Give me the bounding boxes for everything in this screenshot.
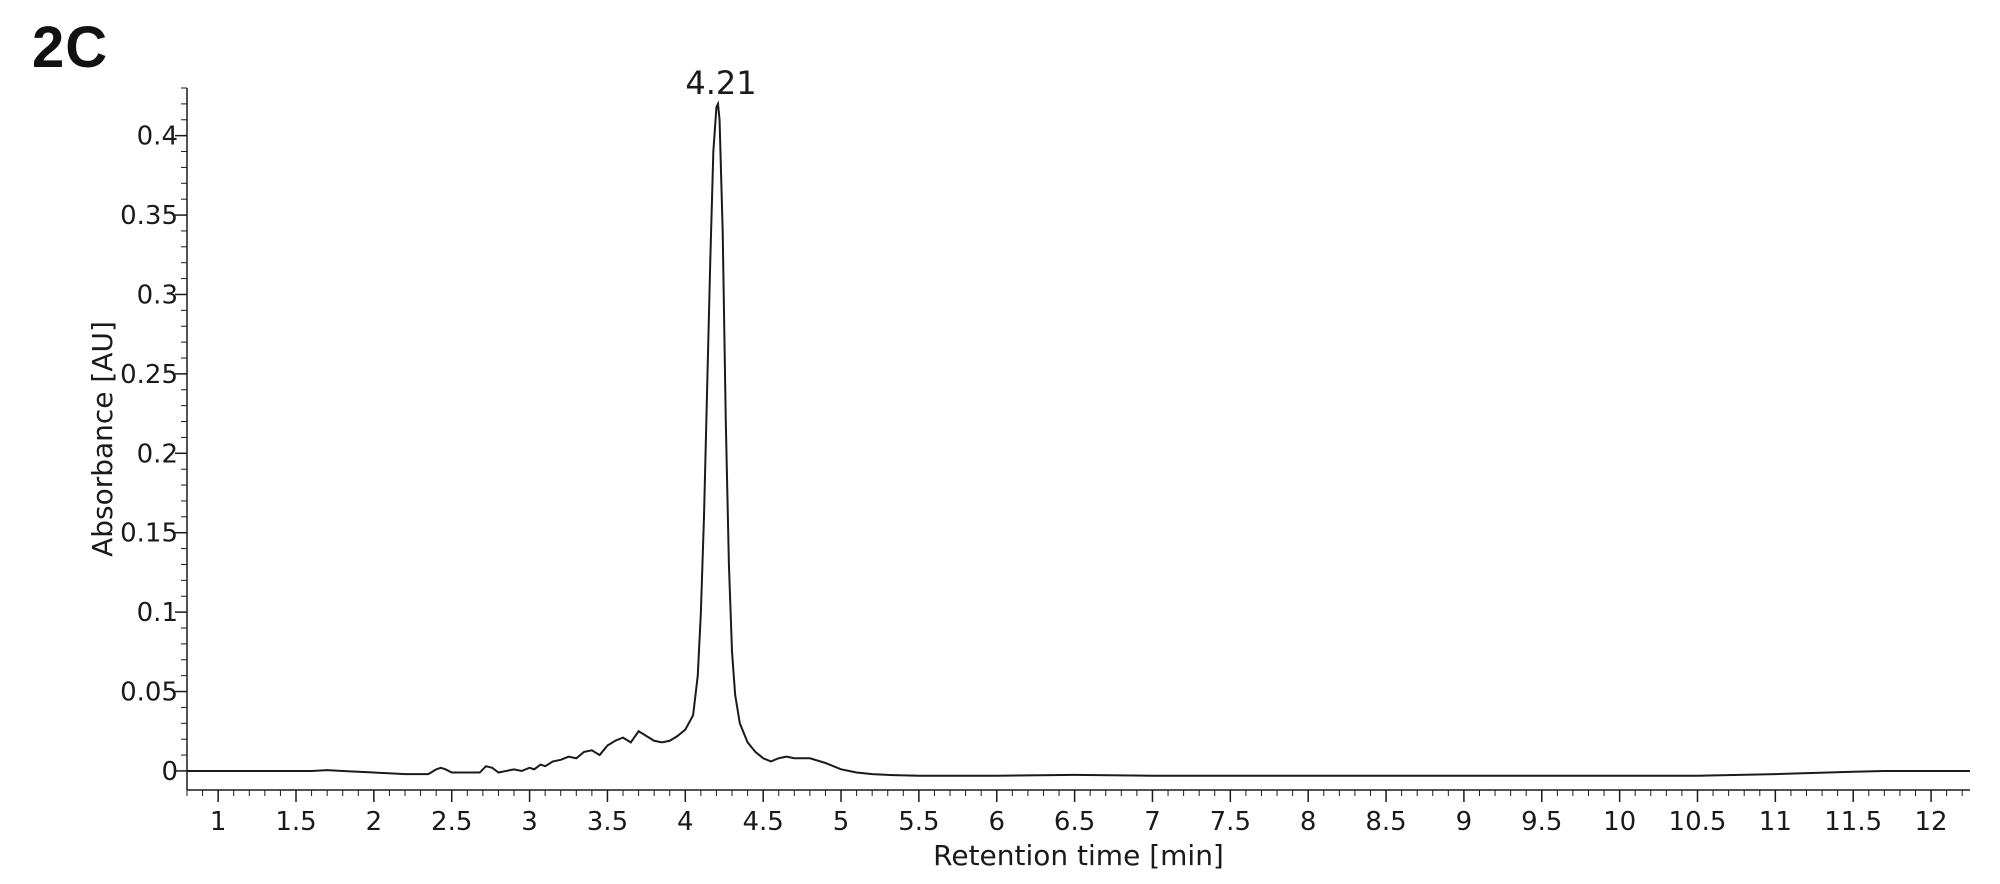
x-tick-label: 2.5	[431, 807, 472, 837]
panel-label: 2C	[32, 15, 109, 80]
x-tick-label: 5	[833, 807, 850, 837]
x-tick-label: 6	[988, 807, 1005, 837]
x-tick-label: 1	[210, 807, 227, 837]
x-tick-label: 8	[1300, 807, 1317, 837]
x-tick-label: 11	[1759, 807, 1792, 837]
y-tick-label: 0	[161, 757, 178, 787]
y-tick-label: 0.1	[137, 598, 178, 628]
x-tick-label: 7	[1144, 807, 1161, 837]
y-tick-label: 0.4	[137, 122, 178, 152]
y-axis-title: Absorbance [AU]	[86, 321, 119, 557]
peak-label: 4.21	[685, 64, 756, 102]
y-tick-label: 0.35	[120, 201, 178, 231]
minor-ticks	[181, 87, 1963, 796]
chromatogram-trace	[187, 100, 1970, 777]
x-tick-label: 6.5	[1054, 807, 1095, 837]
x-tick-label: 9	[1456, 807, 1473, 837]
x-tick-label: 4	[677, 807, 694, 837]
x-tick-label: 7.5	[1210, 807, 1251, 837]
x-tick-label: 3	[521, 807, 538, 837]
x-tick-label: 5.5	[898, 807, 939, 837]
y-tick-label: 0.05	[120, 678, 178, 708]
x-tick-label: 8.5	[1365, 807, 1406, 837]
x-tick-label: 4.5	[742, 807, 783, 837]
x-tick-label: 1.5	[275, 807, 316, 837]
annotations: 4.21	[685, 64, 756, 102]
x-axis-title: Retention time [min]	[933, 839, 1224, 872]
x-tick-label: 2	[366, 807, 383, 837]
x-tick-label: 10	[1603, 807, 1636, 837]
x-tick-label: 9.5	[1521, 807, 1562, 837]
x-tick-label: 11.5	[1824, 807, 1882, 837]
x-ticks: 1 1.5 2 2.5 3 3.5 4 4.5 5 5.5 6 6.5 7 7.5 8 8.5 9 9.5 10 10…	[210, 790, 1948, 837]
y-tick-label: 0.3	[137, 280, 178, 310]
axes	[186, 88, 1970, 791]
x-tick-label: 12	[1915, 807, 1948, 837]
y-tick-label: 0.25	[120, 360, 178, 390]
x-tick-label: 3.5	[587, 807, 628, 837]
y-tick-label: 0.15	[120, 519, 178, 549]
y-ticks: 0 0.05 0.1 0.15 0.2 0.25 0.3 0.35 0.4	[120, 122, 187, 787]
y-tick-label: 0.2	[137, 439, 178, 469]
x-tick-label: 10.5	[1669, 807, 1727, 837]
